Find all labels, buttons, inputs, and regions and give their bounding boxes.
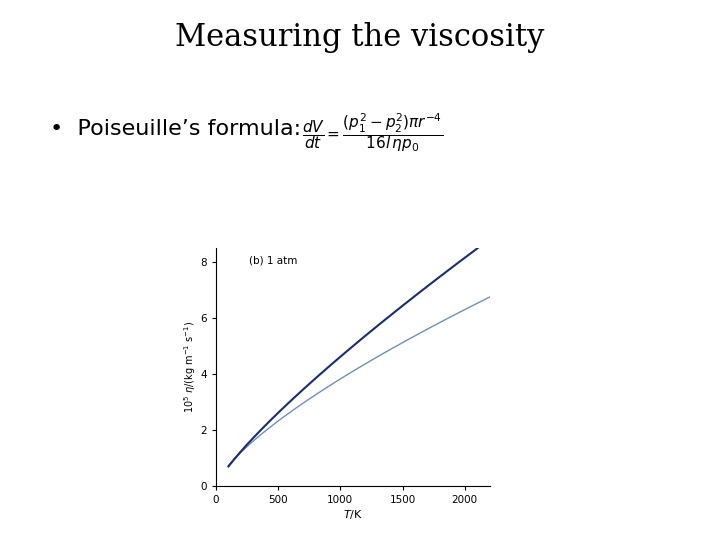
Text: Measuring the viscosity: Measuring the viscosity [175,22,545,52]
Text: •  Poiseuille’s formula:: • Poiseuille’s formula: [50,119,302,139]
Text: $\dfrac{dV}{dt} = \dfrac{(p_1^2 - p_2^2)\pi r^{-4}}{16l\,\eta p_0}$: $\dfrac{dV}{dt} = \dfrac{(p_1^2 - p_2^2)… [302,111,444,154]
X-axis label: $T$/K: $T$/K [343,508,363,521]
Y-axis label: $10^5\ \eta$/(kg m$^{-1}$ s$^{-1}$): $10^5\ \eta$/(kg m$^{-1}$ s$^{-1}$) [181,321,197,413]
Text: (b) 1 atm: (b) 1 atm [249,255,297,266]
